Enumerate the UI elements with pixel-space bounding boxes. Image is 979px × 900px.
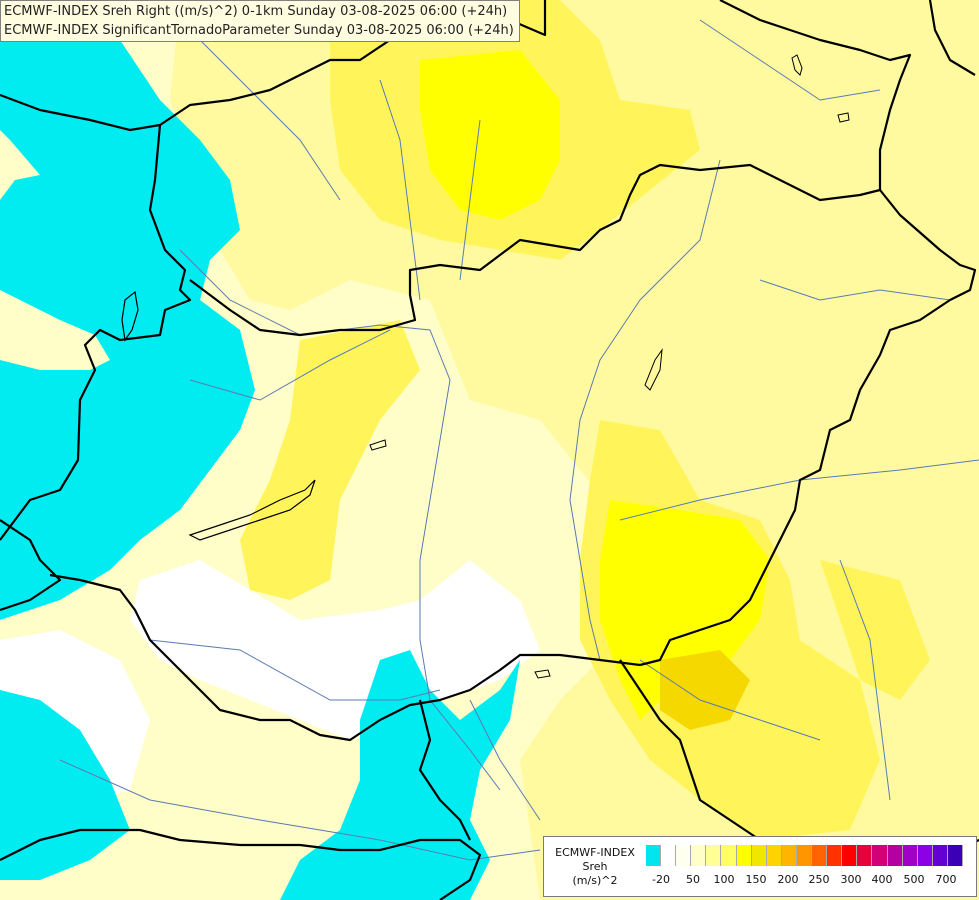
border-croatia-bosnia <box>0 828 482 900</box>
sreh-zone-mid-east <box>820 560 930 700</box>
legend-line-1: ECMWF-INDEX <box>555 846 635 859</box>
legend-swatch <box>947 845 963 866</box>
legend-swatch <box>751 845 767 866</box>
color-legend: ECMWF-INDEX Sreh (m/s)^2 -20 50 100 150 200 2… <box>543 836 977 897</box>
legend-tick-label: 200 <box>777 873 799 886</box>
river-raba <box>189 329 391 401</box>
legend-swatch <box>872 845 888 866</box>
river-drava <box>149 639 441 701</box>
sreh-zone-mid-west <box>240 320 420 600</box>
legend-ticks: -20 50 100 150 200 250 300 400 500 700 <box>646 873 966 889</box>
border-austria-east <box>0 124 192 541</box>
legend-tick-label: 150 <box>745 873 767 886</box>
sreh-zone-cyan-south <box>280 650 520 900</box>
legend-tick-label: 500 <box>903 873 925 886</box>
lake-east <box>791 54 803 76</box>
lake-neusiedl <box>121 290 139 342</box>
legend-swatch <box>721 845 737 866</box>
river-upper <box>199 39 341 201</box>
legend-tick-label: 50 <box>686 873 700 886</box>
legend-swatch <box>932 845 948 866</box>
legend-tick-label: 250 <box>808 873 830 886</box>
legend-name: ECMWF-INDEX Sreh (m/s)^2 <box>550 846 640 888</box>
sreh-zone-gold <box>660 650 750 730</box>
legend-swatches <box>646 845 963 867</box>
sreh-zone-cyan-southwest <box>0 690 130 880</box>
lake-velence <box>369 439 387 451</box>
border-hungary-serbia <box>49 573 641 742</box>
river-tisza <box>569 159 721 661</box>
title-line-1: ECMWF-INDEX Sreh Right ((m/s)^2) 0-1km S… <box>4 4 508 19</box>
legend-swatch <box>812 845 828 866</box>
legend-swatch <box>827 845 843 866</box>
legend-swatch <box>796 845 813 866</box>
legend-tick-label: 100 <box>713 873 735 886</box>
legend-swatch <box>917 845 933 866</box>
border-hungary-romania <box>639 189 977 667</box>
river-sava <box>59 759 541 861</box>
legend-swatch <box>676 845 692 866</box>
legend-swatch <box>736 845 752 866</box>
legend-swatch <box>857 845 873 866</box>
legend-swatch <box>902 845 918 866</box>
lake-south <box>534 669 551 679</box>
border-croatia-slovenia <box>0 519 62 612</box>
legend-tick-label: 400 <box>871 873 893 886</box>
legend-tick-label: 700 <box>935 873 957 886</box>
lake-tisza <box>644 348 663 391</box>
river-somes <box>759 279 951 301</box>
map-title-box: ECMWF-INDEX Sreh Right ((m/s)^2) 0-1km S… <box>0 0 520 42</box>
title-line-2: ECMWF-INDEX SignificantTornadoParameter … <box>4 23 514 38</box>
legend-swatch <box>706 845 722 866</box>
border-slovakia-hungary <box>189 163 881 337</box>
sreh-zone-yellow-north <box>420 50 560 220</box>
legend-swatch <box>766 845 782 866</box>
sreh-zone-cyan-west <box>0 0 255 620</box>
lake-balaton <box>188 479 316 541</box>
legend-swatch <box>691 845 707 866</box>
legend-swatch <box>781 845 797 866</box>
border-serbia-bosnia <box>418 699 471 841</box>
river-hron <box>459 119 481 281</box>
legend-swatch <box>646 845 662 866</box>
legend-line-3: (m/s)^2 <box>572 874 618 887</box>
lake-east-small <box>837 112 850 123</box>
legend-tick-label: 300 <box>840 873 862 886</box>
border-moldova <box>928 0 976 76</box>
legend-swatch <box>661 845 677 866</box>
sreh-zone-white-center <box>130 560 540 740</box>
legend-tick-label: -20 <box>652 873 670 886</box>
river-morava <box>469 699 541 821</box>
river-olt <box>839 559 891 801</box>
legend-swatch <box>887 845 903 866</box>
river-timis <box>639 659 821 741</box>
legend-line-2: Sreh <box>582 860 608 873</box>
border-ukraine-north <box>719 0 912 190</box>
legend-swatch <box>842 845 858 866</box>
river-vah <box>379 79 421 301</box>
river-east-north <box>699 19 881 101</box>
